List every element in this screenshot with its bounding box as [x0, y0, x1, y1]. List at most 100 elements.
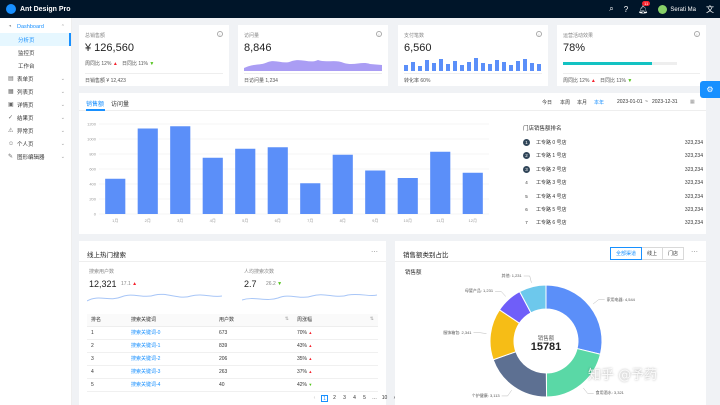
page-ellipsis[interactable]: …: [372, 395, 377, 401]
table-row[interactable]: 4 搜索关键词-3 263 37% ▲: [87, 365, 378, 379]
language-icon[interactable]: 文: [706, 4, 714, 14]
range-today[interactable]: 今日: [542, 100, 553, 106]
search-users-label: 搜索用户数: [89, 269, 115, 275]
keyword-link[interactable]: 搜索关键词-1: [127, 339, 215, 353]
y-tick-label: 1200: [87, 122, 97, 127]
rank-cell: 5: [87, 378, 127, 392]
bar[interactable]: [105, 178, 126, 214]
search-panel-title: 线上热门搜索: [87, 252, 126, 259]
bar[interactable]: [462, 172, 483, 214]
kpi-card-operations: 运营活动效果 i 78% 周同比 12% ▲ 日同比 11% ▼: [557, 25, 706, 86]
filter-store[interactable]: 门店: [661, 247, 684, 260]
page-item[interactable]: 10: [381, 395, 388, 401]
search-icon[interactable]: ⌕: [609, 4, 614, 13]
next-page-icon[interactable]: ›: [391, 395, 398, 402]
mini-bar: [488, 64, 492, 71]
range-year[interactable]: 本年: [594, 100, 605, 106]
sidebar-item-monitor[interactable]: 监控页: [0, 46, 71, 59]
table-row[interactable]: 5 搜索关键词-4 40 42% ▼: [87, 378, 378, 392]
bar[interactable]: [202, 157, 223, 214]
caret-down-icon: ▼: [149, 61, 155, 67]
column-header-sortable[interactable]: 用户数 ⇅: [215, 314, 293, 327]
filter-all[interactable]: 全部渠道: [609, 247, 642, 260]
sidebar-item-list[interactable]: ▦ 列表页 ⌄: [0, 85, 71, 98]
per-search-change: 26.2 ▼: [266, 281, 283, 287]
store-sales: 323,234: [684, 193, 703, 200]
range-month[interactable]: 本月: [577, 100, 588, 106]
sidebar-item-analysis[interactable]: 分析页: [0, 33, 71, 46]
page-item[interactable]: 2: [333, 395, 336, 401]
page-item[interactable]: 3: [343, 395, 346, 401]
sidebar-item-exception[interactable]: ⚠ 异常页 ⌄: [0, 124, 71, 137]
sidebar-item-account[interactable]: ☺ 个人页 ⌄: [0, 137, 71, 150]
keyword-link[interactable]: 搜索关键词-4: [127, 378, 215, 392]
calendar-icon[interactable]: ▦: [690, 99, 695, 105]
search-users-value: 12,321: [89, 279, 117, 289]
sort-icon[interactable]: ⇅: [369, 316, 374, 323]
kpi-title: 访问量: [244, 33, 260, 39]
bar[interactable]: [300, 183, 321, 214]
bar[interactable]: [267, 147, 288, 214]
date-end-input[interactable]: 2023-12-31: [652, 99, 678, 105]
bell-icon[interactable]: 🔔︎ 11: [638, 0, 651, 14]
sidebar-item-editor[interactable]: ✎ 图形编辑器 ⌄: [0, 150, 71, 163]
info-icon[interactable]: i: [217, 31, 223, 37]
column-header-sortable[interactable]: 周涨幅 ⇅: [293, 314, 378, 327]
kpi-footer: 周同比 12% ▲ 日同比 11% ▼: [563, 73, 700, 84]
bar[interactable]: [332, 154, 353, 214]
sort-icon[interactable]: ⇅: [284, 316, 289, 323]
table-row[interactable]: 2 搜索关键词-1 839 43% ▲: [87, 339, 378, 353]
divider: [79, 261, 386, 262]
keyword-link[interactable]: 搜索关键词-0: [127, 326, 215, 340]
user-menu[interactable]: Serati Ma: [658, 4, 696, 14]
kpi-card-payments: 支付笔数 i 6,560 转化率 60%: [398, 25, 548, 86]
keyword-link[interactable]: 搜索关键词-3: [127, 365, 215, 379]
prev-page-icon[interactable]: ‹: [313, 395, 316, 401]
page-item[interactable]: 4: [353, 395, 356, 401]
help-icon[interactable]: ?: [623, 4, 629, 14]
sidebar-item-dashboard[interactable]: ◔ Dashboard ⌃: [0, 20, 71, 33]
keyword-link[interactable]: 搜索关键词-2: [127, 352, 215, 366]
sidebar-item-form[interactable]: ▤ 表单页 ⌄: [0, 72, 71, 85]
kpi-title: 支付笔数: [404, 33, 425, 39]
info-icon[interactable]: i: [694, 31, 700, 37]
tab-visits[interactable]: 访问量: [111, 102, 130, 108]
ranking-item: 2 工专路 1 号店 323,234: [523, 152, 703, 162]
mini-bar: [495, 60, 499, 71]
rank-number: 5: [525, 193, 528, 199]
table-row[interactable]: 3 搜索关键词-2 206 35% ▲: [87, 352, 378, 366]
bar[interactable]: [170, 126, 191, 214]
bar[interactable]: [235, 148, 256, 214]
page-item[interactable]: 5: [363, 395, 366, 401]
change-cell: 35% ▲: [293, 352, 378, 366]
caret-down-icon: ▼: [277, 281, 283, 287]
caret-down-icon: ▼: [627, 78, 633, 84]
info-icon[interactable]: i: [536, 31, 542, 37]
page-item[interactable]: 1: [321, 395, 328, 402]
donut-slice[interactable]: [492, 351, 548, 398]
sidebar-item-workplace[interactable]: 工作台: [0, 59, 71, 72]
sidebar-item-result[interactable]: ✓ 结果页 ⌄: [0, 111, 71, 124]
table-row[interactable]: 1 搜索关键词-0 673 70% ▲: [87, 326, 378, 340]
more-icon[interactable]: ⋯: [371, 249, 378, 256]
logo[interactable]: Ant Design Pro: [0, 4, 75, 14]
kpi-card-sales: 总销售额 i ¥ 126,560 周同比 12% ▲ 日同比 11% ▼ 日销售…: [79, 25, 229, 86]
settings-drawer-button[interactable]: ⚙: [700, 81, 720, 98]
bar[interactable]: [430, 151, 451, 214]
bar[interactable]: [365, 170, 386, 215]
range-week[interactable]: 本周: [560, 100, 571, 106]
donut-slice[interactable]: [518, 284, 547, 314]
mini-bar: [467, 62, 471, 71]
x-tick-label: 4月: [210, 218, 216, 223]
more-icon[interactable]: ⋯: [691, 249, 698, 256]
info-icon[interactable]: i: [376, 31, 382, 37]
mini-bar: [453, 61, 457, 71]
bar[interactable]: [137, 128, 158, 215]
bar[interactable]: [397, 178, 418, 214]
tab-sales[interactable]: 销售额: [86, 102, 105, 108]
label-leader-line: [583, 387, 594, 394]
check-circle-icon: ✓: [8, 115, 14, 121]
chevron-down-icon: ⌄: [60, 153, 65, 160]
date-start-input[interactable]: 2023-01-01: [617, 99, 643, 105]
sidebar-item-profile[interactable]: ▣ 详情页 ⌄: [0, 98, 71, 111]
